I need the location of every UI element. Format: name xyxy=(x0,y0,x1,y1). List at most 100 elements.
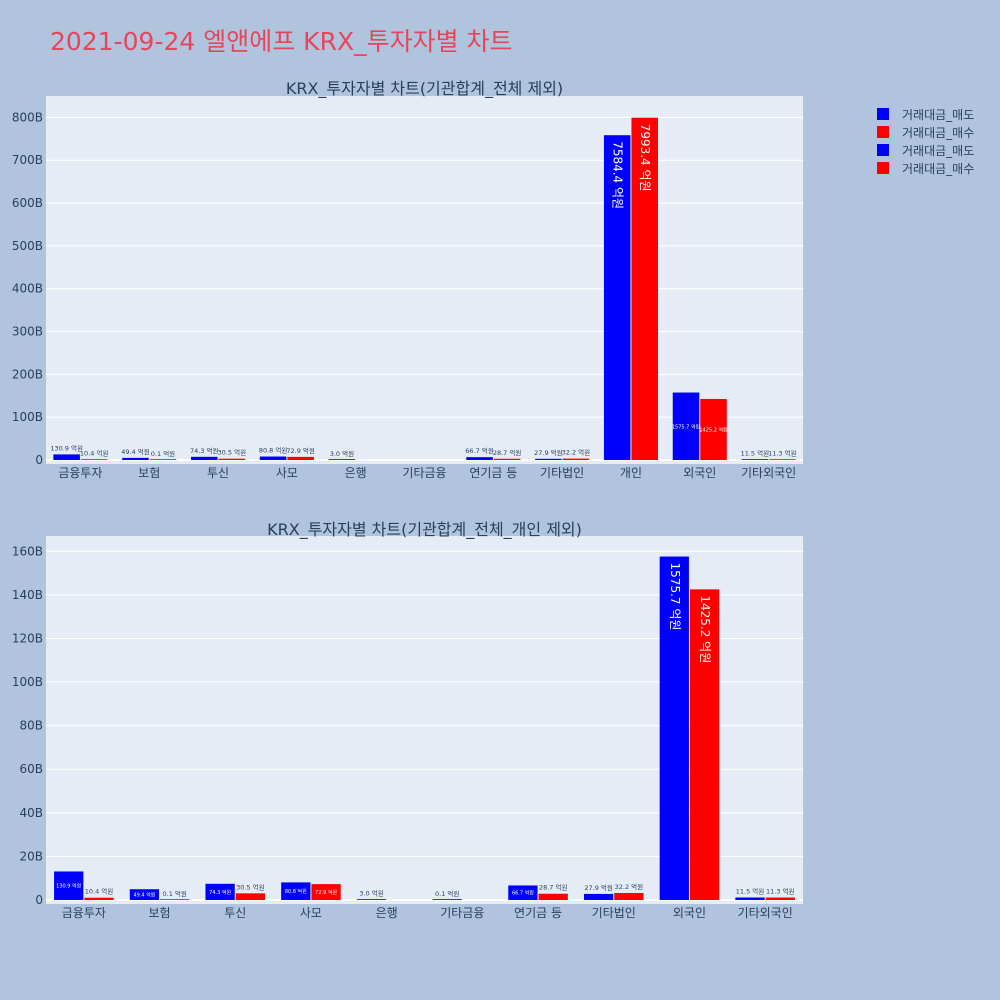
data-label: 74.3 억원 xyxy=(209,889,231,896)
data-label: 1425.2 억원 xyxy=(699,426,728,433)
bar xyxy=(614,892,644,900)
x-tick-label: 기타외국인 xyxy=(741,466,796,480)
data-label: 11.5 억원 xyxy=(736,886,765,895)
bar xyxy=(672,392,700,460)
bar xyxy=(700,398,727,460)
data-label: 72.9 억원 xyxy=(315,889,337,896)
bar xyxy=(54,871,84,900)
bar xyxy=(583,893,614,900)
x-tick-label: 투신 xyxy=(224,906,246,920)
x-tick-label: 보험 xyxy=(138,466,160,480)
y-tick-label: 100B xyxy=(12,675,43,689)
bar xyxy=(631,117,658,460)
data-label: 80.8 억원 xyxy=(285,888,307,895)
x-tick-label: 기타외국인 xyxy=(738,906,793,920)
y-tick-label: 0 xyxy=(35,453,43,467)
data-label: 32.2 억원 xyxy=(615,882,644,891)
y-tick-label: 60B xyxy=(19,762,43,776)
data-label: 28.7 억원 xyxy=(493,448,522,457)
x-tick-label: 연기금 등 xyxy=(469,466,517,480)
data-label: 1425.2 억원 xyxy=(698,595,712,663)
bar xyxy=(53,454,80,460)
x-tick-label: 연기금 등 xyxy=(514,906,562,920)
bar xyxy=(356,899,387,900)
data-label: 49.4 억원 xyxy=(133,892,155,899)
bar xyxy=(603,135,631,460)
bar xyxy=(311,884,341,900)
y-tick-label: 0 xyxy=(35,893,43,907)
data-label: 72.9 억원 xyxy=(286,446,315,455)
y-tick-label: 200B xyxy=(12,367,43,381)
legend-label: 거래대금_매도 xyxy=(902,108,974,122)
bar xyxy=(493,458,521,460)
y-tick-label: 800B xyxy=(12,110,43,124)
data-label: 1575.7 억원 xyxy=(672,423,701,430)
x-tick-label: 은행 xyxy=(376,905,398,920)
data-label: 49.4 억원 xyxy=(121,447,150,456)
y-tick-label: 700B xyxy=(12,153,43,167)
data-label: 66.7 억원 xyxy=(512,890,534,897)
legend-swatch xyxy=(877,126,889,138)
data-label: 27.9 억원 xyxy=(534,448,563,457)
bar xyxy=(466,457,493,460)
data-label: 11.5 억원 xyxy=(741,449,770,458)
bar xyxy=(129,889,160,900)
bar xyxy=(149,459,177,460)
data-label: 0.1 억원 xyxy=(151,449,175,458)
bar xyxy=(741,459,769,460)
y-tick-label: 40B xyxy=(19,806,43,820)
chart-title: KRX_투자자별 차트(기관합계_전체_개인 제외) xyxy=(267,520,582,540)
x-tick-label: 외국인 xyxy=(673,906,706,920)
data-label: 80.8 억원 xyxy=(259,446,288,455)
bar xyxy=(160,899,190,900)
y-tick-label: 400B xyxy=(12,282,43,296)
bar xyxy=(508,885,538,900)
x-tick-label: 기타금융 xyxy=(402,466,446,480)
page-title: 2021-09-24 엘앤에프 KRX_투자자별 차트 xyxy=(50,27,513,56)
bar xyxy=(769,459,796,460)
data-label: 130.9 억원 xyxy=(50,443,83,452)
y-tick-label: 140B xyxy=(12,588,43,602)
x-tick-label: 은행 xyxy=(345,465,367,480)
data-label: 28.7 억원 xyxy=(539,883,568,892)
legend-label: 거래대금_매수 xyxy=(902,126,974,140)
data-label: 7584.4 억원 xyxy=(611,141,625,209)
y-tick-label: 100B xyxy=(12,410,43,424)
x-tick-label: 외국인 xyxy=(683,466,716,480)
data-label: 0.1 억원 xyxy=(163,889,187,898)
y-tick-label: 120B xyxy=(12,631,43,645)
legend-swatch xyxy=(877,144,889,156)
bar xyxy=(80,459,108,460)
data-label: 66.7 억원 xyxy=(465,446,494,455)
bar xyxy=(328,459,356,460)
data-label: 30.5 억원 xyxy=(218,448,247,457)
legend-swatch xyxy=(877,162,889,174)
bar xyxy=(281,882,311,900)
y-tick-label: 160B xyxy=(12,544,43,558)
data-label: 10.4 억원 xyxy=(80,449,109,458)
y-tick-label: 600B xyxy=(12,196,43,210)
data-label: 11.3 억원 xyxy=(766,887,795,896)
x-tick-label: 사모 xyxy=(300,906,322,920)
x-tick-label: 기타법인 xyxy=(540,466,584,480)
bar xyxy=(432,899,462,900)
legend-label: 거래대금_매도 xyxy=(902,144,974,158)
data-label: 1575.7 억원 xyxy=(668,563,682,631)
bar xyxy=(259,456,287,460)
bar xyxy=(218,458,246,460)
x-tick-label: 기타법인 xyxy=(592,906,636,920)
data-label: 10.4 억원 xyxy=(85,887,114,896)
x-tick-label: 금융투자 xyxy=(58,466,102,480)
bar xyxy=(191,456,218,460)
bar xyxy=(535,458,562,460)
x-tick-label: 투신 xyxy=(207,466,229,480)
bar xyxy=(562,458,590,460)
bar xyxy=(205,883,235,900)
data-label: 130.9 억원 xyxy=(56,883,82,890)
plot-area xyxy=(46,536,803,904)
bar xyxy=(84,897,114,900)
bar xyxy=(122,457,149,460)
chart-panel-1: KRX_투자자별 차트(기관합계_전체 제외) 0 100B 200B 300B 400B… xyxy=(12,79,803,480)
